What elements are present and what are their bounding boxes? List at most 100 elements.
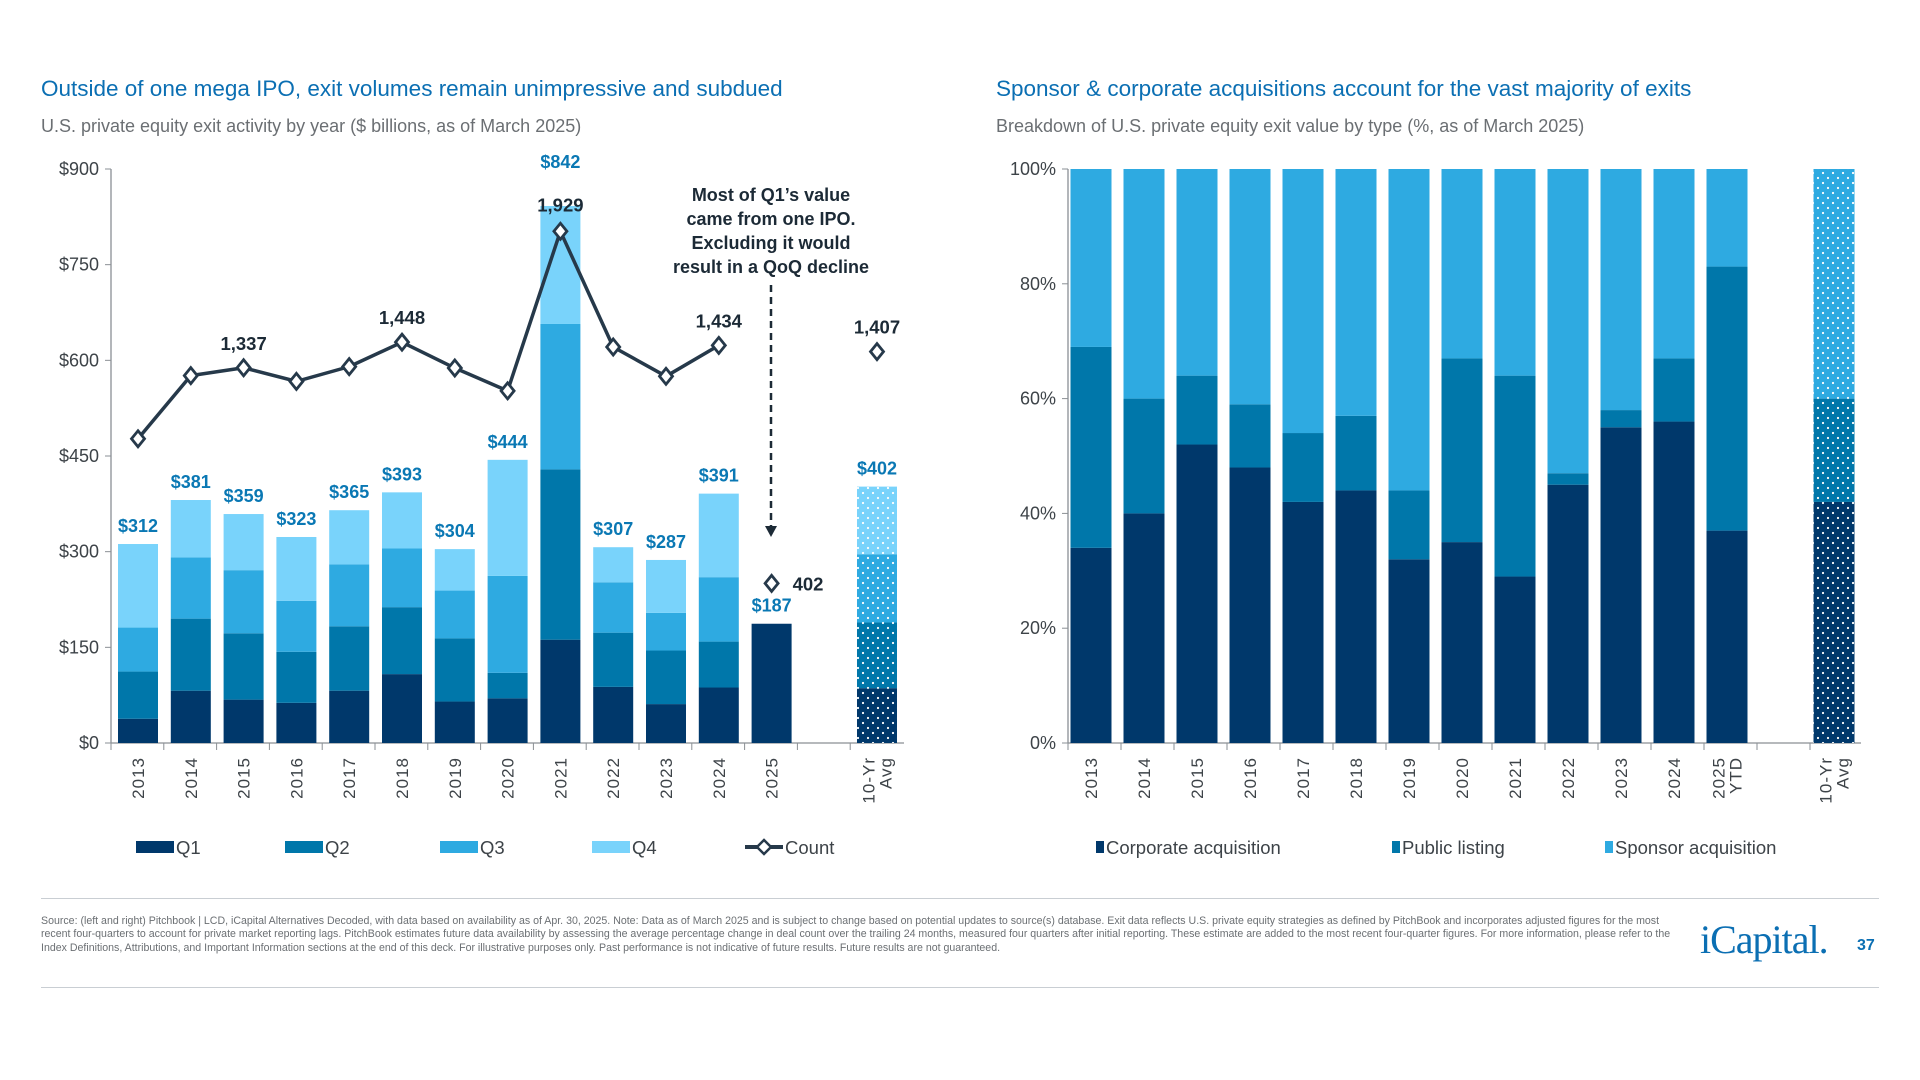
left-chart-subtitle: U.S. private equity exit activity by yea… <box>41 116 582 136</box>
icapital-logo: iCapital. <box>1700 917 1829 962</box>
annotation-line: Most of Q1’s value <box>692 185 850 205</box>
legend-swatch <box>592 841 630 853</box>
bar-segment-public-listing <box>1388 490 1430 560</box>
count-marker <box>393 331 411 353</box>
right-chart-subtitle: Breakdown of U.S. private equity exit va… <box>996 116 1585 136</box>
bar-segment-public-listing <box>1176 375 1218 445</box>
bar-segment-q1 <box>698 687 739 743</box>
x-tick-label: 2020 <box>1453 757 1472 799</box>
bar-segment-corporate-acquisition <box>1547 484 1589 743</box>
legend-label: Corporate acquisition <box>1106 837 1281 858</box>
bar-segment-q3 <box>223 570 264 634</box>
count-marker <box>868 341 886 362</box>
bar-segment-sponsor-acquisition <box>1070 169 1112 347</box>
bar-segment-q3 <box>170 557 211 619</box>
bar-segment-public-listing <box>1653 358 1695 422</box>
bar-segment-q1 <box>434 701 475 743</box>
count-label: 1,407 <box>854 317 900 338</box>
bar-total-label: $287 <box>646 532 686 552</box>
bar-segment-sponsor-acquisition <box>1388 169 1430 491</box>
annotation-arrowhead <box>765 526 777 537</box>
annotation-line: result in a QoQ decline <box>673 257 869 277</box>
bar-segment-q3 <box>487 575 528 673</box>
annotation-line: came from one IPO. <box>686 209 855 229</box>
bar-segment-corporate-acquisition <box>1335 490 1377 743</box>
bar-pattern-overlay <box>857 554 897 623</box>
bar-segment-q1 <box>382 674 422 743</box>
y-tick-label: 40% <box>1020 503 1056 523</box>
x-tick-label: Avg <box>1834 757 1853 789</box>
x-tick-label: 2014 <box>182 757 201 799</box>
x-tick-label: 2015 <box>235 757 254 799</box>
count-label: 1,337 <box>220 333 266 354</box>
bar-total-label: $307 <box>593 519 633 539</box>
y-tick-label: 20% <box>1020 618 1056 638</box>
count-line <box>136 229 720 440</box>
bar-segment-q4 <box>223 514 264 571</box>
x-tick-label: 2017 <box>1294 757 1313 799</box>
legend-swatch <box>285 841 323 853</box>
bar-pattern-overlay <box>857 622 897 689</box>
bar-segment-sponsor-acquisition <box>1494 169 1536 376</box>
bar-segment-q1 <box>751 623 792 743</box>
x-tick-label: 2025 <box>763 757 782 799</box>
bar-segment-q2 <box>540 469 581 640</box>
bar-segment-q1 <box>276 702 317 743</box>
footer-divider-bottom <box>41 987 1879 988</box>
bar-segment-q3 <box>540 323 581 470</box>
bar-segment-q2 <box>276 651 317 703</box>
bar-segment-q4 <box>329 510 370 565</box>
bar-segment-sponsor-acquisition <box>1441 169 1483 359</box>
right-chart-title: Sponsor & corporate acquisitions account… <box>996 76 1692 101</box>
bar-segment-public-listing <box>1070 346 1112 548</box>
bar-total-label: $312 <box>118 516 158 536</box>
bar-segment-corporate-acquisition <box>1600 427 1642 743</box>
bar-pattern-overlay <box>857 688 897 743</box>
bar-total-label: $381 <box>171 472 211 492</box>
legend-swatch <box>1096 841 1104 853</box>
bar-segment-sponsor-acquisition <box>1123 169 1165 399</box>
y-tick-label: $750 <box>59 255 99 275</box>
y-tick-label: $0 <box>79 733 99 753</box>
bar-segment-corporate-acquisition <box>1388 559 1430 743</box>
x-tick-label: Avg <box>877 757 896 789</box>
x-tick-label: 2023 <box>657 757 676 799</box>
bar-segment-sponsor-acquisition <box>1282 169 1324 434</box>
bar-segment-sponsor-acquisition <box>1600 169 1642 411</box>
y-tick-label: $300 <box>59 542 99 562</box>
bar-segment-q4 <box>118 544 158 628</box>
annotation: Most of Q1’s value came from one IPO. Ex… <box>673 185 869 277</box>
count-marker <box>129 428 147 450</box>
count-marker <box>657 366 675 387</box>
count-marker <box>763 573 780 594</box>
x-tick-label: 2022 <box>604 757 623 799</box>
y-tick-label: $600 <box>59 350 99 370</box>
x-tick-label: 2025 <box>1710 757 1729 799</box>
bar-total-label: $187 <box>752 596 792 616</box>
bar-segment-q2 <box>698 641 739 688</box>
bar-segment-q4 <box>276 536 317 601</box>
bar-segment-corporate-acquisition <box>1123 513 1165 743</box>
count-label: 1,434 <box>696 310 743 331</box>
bar-segment-q3 <box>118 627 158 672</box>
bar-total-label: $444 <box>488 432 528 452</box>
count-marker <box>340 356 358 377</box>
x-tick-label: 2021 <box>1506 757 1525 799</box>
bar-segment-sponsor-acquisition <box>1229 169 1271 405</box>
bar-total-label: $359 <box>224 486 264 506</box>
legend-label: Sponsor acquisition <box>1615 837 1776 858</box>
y-tick-label: $900 <box>59 159 99 179</box>
footer-source: Source: (left and right) Pitchbook | LCD… <box>41 915 1671 954</box>
x-tick-label: 2014 <box>1135 757 1154 799</box>
y-tick-label: 60% <box>1020 389 1056 409</box>
count-marker <box>235 357 252 378</box>
bar-segment-q3 <box>434 590 475 639</box>
y-tick-label: $150 <box>59 637 99 657</box>
count-marker <box>604 336 622 358</box>
bar-segment-public-listing <box>1547 473 1589 485</box>
y-tick-label: $450 <box>59 446 99 466</box>
x-tick-label: 2023 <box>1612 757 1631 799</box>
count-marker <box>710 335 728 356</box>
count-marker <box>552 221 569 242</box>
x-tick-label: 10-Yr <box>860 757 879 804</box>
